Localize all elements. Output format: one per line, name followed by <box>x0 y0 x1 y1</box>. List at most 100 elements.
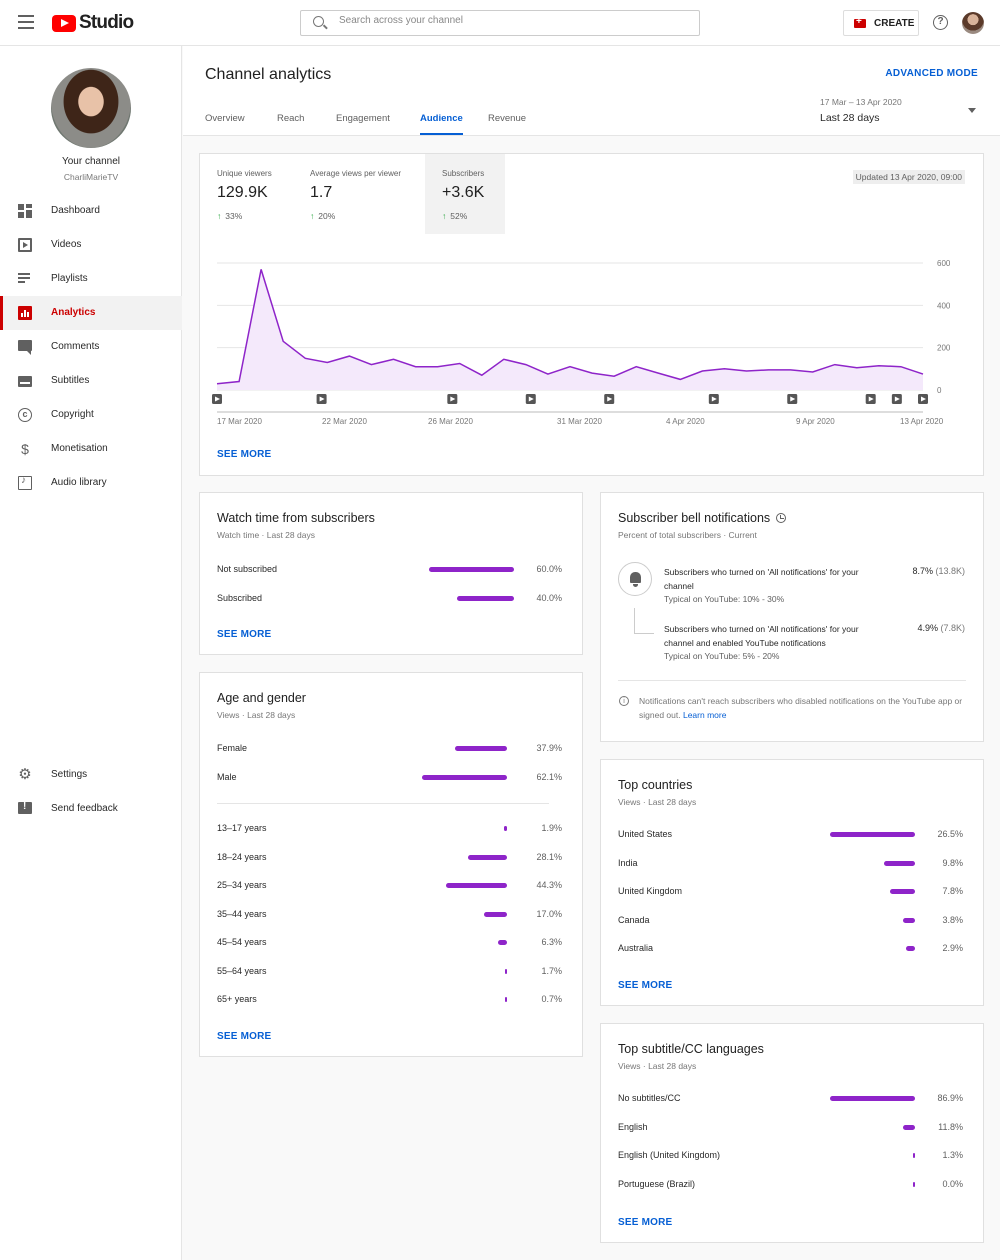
bar <box>504 968 507 974</box>
bar-label: English <box>618 1121 648 1132</box>
bell-value-percent: 4.9% <box>917 623 938 633</box>
metric-delta-value: 52% <box>450 211 468 221</box>
subtitles-icon <box>18 376 32 387</box>
sidebar-item-videos[interactable]: Videos <box>0 228 182 262</box>
bell-value-count: (7.8K) <box>940 623 965 633</box>
tab-engagement[interactable]: Engagement <box>336 113 390 124</box>
see-more-link[interactable]: SEE MORE <box>618 980 673 991</box>
channel-label: Your channel <box>61 156 120 167</box>
card-subtitle: Views · Last 28 days <box>618 797 697 807</box>
tab-reach[interactable]: Reach <box>277 113 305 124</box>
search-input[interactable] <box>339 15 679 26</box>
metric-delta-value: 33% <box>225 211 243 221</box>
dashboard-icon <box>18 204 32 218</box>
channel-avatar[interactable] <box>51 68 131 148</box>
bar <box>830 832 915 837</box>
sidebar-item-playlists[interactable]: Playlists <box>0 262 182 296</box>
metric-unique-viewers[interactable]: Unique viewers 129.9K ↑ 33% <box>200 154 292 234</box>
bar <box>483 911 507 917</box>
bar-label: No subtitles/CC <box>618 1093 681 1103</box>
learn-more-link[interactable]: Learn more <box>682 710 727 720</box>
page-title: Channel analytics <box>205 66 332 83</box>
bell-item-typical: Typical on YouTube: 5% - 20% <box>664 651 780 661</box>
card-title: Top subtitle/CC languages <box>618 1042 764 1056</box>
bar-row: 25–34 years 44.3% <box>217 877 562 893</box>
sidebar-item-label: Videos <box>51 239 82 250</box>
play-icon <box>528 396 534 402</box>
metric-average-views[interactable]: Average views per viewer 1.7 ↑ 20% <box>293 154 425 234</box>
metric-label: Subscribers <box>442 169 485 178</box>
help-icon[interactable]: ? <box>933 15 948 30</box>
see-more-link[interactable]: SEE MORE <box>217 629 272 640</box>
bell-value-count: (13.8K) <box>935 566 965 576</box>
tab-audience[interactable]: Audience <box>420 113 463 135</box>
see-more-link[interactable]: SEE MORE <box>217 449 272 460</box>
sidebar-item-audio-library[interactable]: Audio library <box>0 466 182 500</box>
bar-row: 35–44 years 17.0% <box>217 906 562 922</box>
youtube-logo-icon <box>52 14 76 32</box>
sidebar-item-label: Subtitles <box>51 375 90 386</box>
metric-value: 129.9K <box>217 184 268 201</box>
copyright-icon: c <box>18 408 32 422</box>
metric-delta: ↑ 20% <box>310 211 335 221</box>
subscribers-chart[interactable]: 0 200 400 600 17 Mar 2020 22 Mar 2020 26 Mar 2… <box>200 249 985 534</box>
series-area <box>217 269 923 390</box>
analytics-icon <box>18 306 32 320</box>
period-select[interactable]: Last 28 days <box>820 112 880 124</box>
tab-revenue[interactable]: Revenue <box>488 113 527 124</box>
sidebar-item-dashboard[interactable]: Dashboard <box>0 194 182 228</box>
note-text: Notifications can't reach subscribers wh… <box>639 696 963 720</box>
bar-value: 2.9% <box>942 943 963 953</box>
arrow-up-icon: ↑ <box>310 211 315 221</box>
bar <box>903 1124 915 1130</box>
bar <box>455 746 507 751</box>
card-subtitle: Percent of total subscribers · Current <box>618 530 757 540</box>
metric-subscribers[interactable]: Subscribers +3.6K ↑ 52% <box>425 154 505 234</box>
menu-icon[interactable] <box>18 15 34 29</box>
top-countries-card: Top countries Views · Last 28 days SEE M… <box>600 759 984 1006</box>
bar-row: 55–64 years 1.7% <box>217 963 562 979</box>
search-box[interactable] <box>300 10 700 36</box>
bar-row: 65+ years 0.7% <box>217 991 562 1007</box>
bar-row: English 11.8% <box>618 1119 963 1135</box>
bar-row: United States 26.5% <box>618 826 963 842</box>
see-more-link[interactable]: SEE MORE <box>217 1031 272 1042</box>
connector-line <box>634 608 654 634</box>
create-button[interactable]: CREATE <box>843 10 919 36</box>
bar-label: Male <box>217 771 237 782</box>
advanced-mode-link[interactable]: ADVANCED MODE <box>885 68 978 79</box>
bar-row: Australia 2.9% <box>618 940 963 956</box>
arrow-up-icon: ↑ <box>217 211 222 221</box>
sidebar-item-send-feedback[interactable]: Send feedback <box>0 792 182 826</box>
card-title: Subscriber bell notifications <box>618 511 787 525</box>
sidebar-item-settings[interactable]: ⚙ Settings <box>0 758 182 792</box>
tab-overview[interactable]: Overview <box>205 113 245 124</box>
bar-value: 62.1% <box>536 771 562 782</box>
x-tick-label: 4 Apr 2020 <box>666 417 705 426</box>
bar <box>498 940 507 945</box>
videos-icon <box>18 238 32 252</box>
sidebar-item-comments[interactable]: Comments <box>0 330 182 364</box>
account-avatar[interactable] <box>962 12 984 34</box>
bar-label: 45–54 years <box>217 937 267 947</box>
play-icon <box>894 396 900 402</box>
see-more-link[interactable]: SEE MORE <box>618 1217 673 1228</box>
clock-icon[interactable] <box>776 513 787 523</box>
bar <box>457 595 514 601</box>
bar <box>883 860 915 866</box>
sidebar-item-subtitles[interactable]: Subtitles <box>0 364 182 398</box>
studio-logo[interactable]: Studio <box>52 12 134 34</box>
date-range[interactable]: 17 Mar – 13 Apr 2020 <box>820 97 902 107</box>
divider <box>618 680 966 681</box>
bar-row: English (United Kingdom) 1.3% <box>618 1147 963 1163</box>
sidebar-item-monetisation[interactable]: $ Monetisation <box>0 432 182 466</box>
chevron-down-icon[interactable] <box>968 108 976 113</box>
top-bar: Studio CREATE ? <box>0 0 1000 46</box>
sidebar-item-analytics[interactable]: Analytics <box>0 296 182 330</box>
metric-label: Average views per viewer <box>310 169 402 178</box>
bar-row: Not subscribed 60.0% <box>217 561 562 577</box>
divider <box>217 803 549 804</box>
sidebar-item-copyright[interactable]: c Copyright <box>0 398 182 432</box>
bar-row: Male 62.1% <box>217 769 562 785</box>
bar <box>429 567 514 572</box>
